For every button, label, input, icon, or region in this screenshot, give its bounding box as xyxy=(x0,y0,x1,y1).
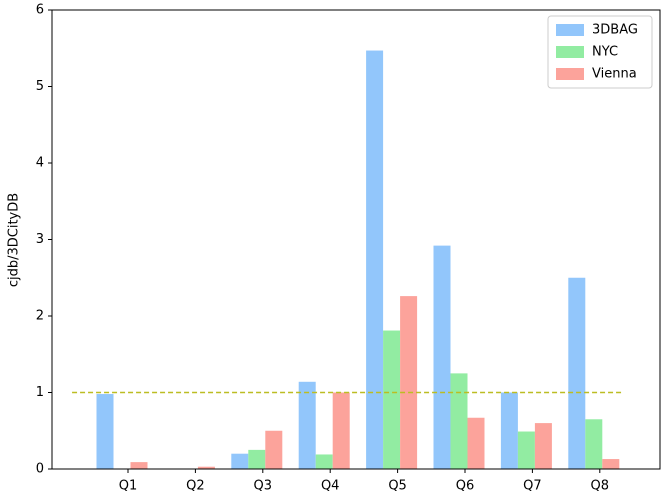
x-tick-label: Q3 xyxy=(254,479,273,494)
bar xyxy=(315,454,333,469)
bar xyxy=(433,245,451,469)
bar xyxy=(197,466,215,469)
y-tick-label: 4 xyxy=(36,156,44,171)
y-tick-label: 1 xyxy=(36,385,44,400)
x-tick-label: Q7 xyxy=(523,479,542,494)
y-tick-label: 3 xyxy=(36,232,44,247)
bar xyxy=(130,462,148,469)
bar xyxy=(585,419,603,469)
legend-label: NYC xyxy=(592,45,618,60)
bar xyxy=(602,459,620,469)
bar xyxy=(534,423,552,469)
bar xyxy=(500,392,518,469)
x-tick-label: Q2 xyxy=(186,479,205,494)
x-tick-label: Q5 xyxy=(388,479,407,494)
bar xyxy=(96,394,114,469)
bar xyxy=(517,431,535,469)
bar xyxy=(467,417,485,469)
bar xyxy=(332,392,350,469)
bar xyxy=(383,330,401,469)
bar xyxy=(248,449,266,469)
legend-label: Vienna xyxy=(592,67,637,82)
x-tick-label: Q6 xyxy=(456,479,475,494)
bar xyxy=(366,50,384,470)
bar xyxy=(231,453,249,469)
bar xyxy=(265,430,283,469)
bar xyxy=(400,296,418,469)
bar xyxy=(568,277,586,469)
y-tick-label: 0 xyxy=(36,462,44,477)
legend-swatch xyxy=(556,24,584,36)
x-tick-label: Q4 xyxy=(321,479,340,494)
y-tick-label: 5 xyxy=(36,79,44,94)
legend-swatch xyxy=(556,68,584,80)
y-tick-label: 2 xyxy=(36,309,44,324)
x-tick-label: Q8 xyxy=(591,479,610,494)
plot-frame xyxy=(51,9,661,470)
bar xyxy=(450,373,468,469)
x-tick-label: Q1 xyxy=(119,479,138,494)
y-axis-label: cjdb/3DCityDB xyxy=(7,193,22,287)
legend-label: 3DBAG xyxy=(592,23,638,38)
bar xyxy=(298,381,316,469)
y-tick-label: 6 xyxy=(36,3,44,18)
legend-swatch xyxy=(556,46,584,58)
